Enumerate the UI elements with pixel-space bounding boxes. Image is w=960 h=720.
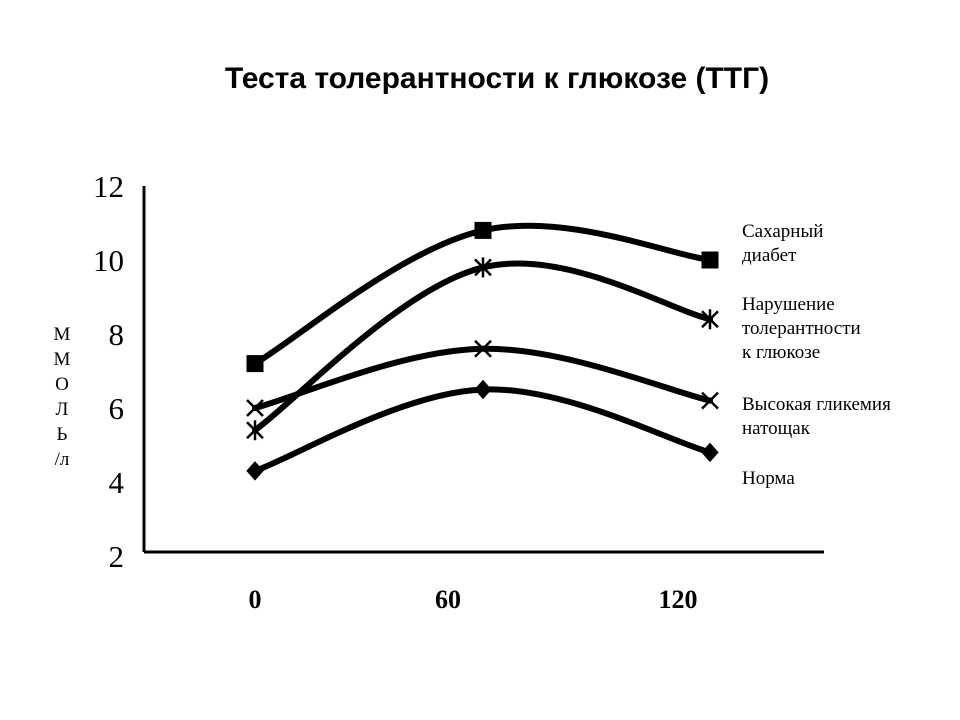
x-tick-label: 60: [435, 585, 461, 614]
legend-label: Нарушение: [742, 294, 835, 315]
y-tick-label: 12: [93, 169, 124, 204]
series-line-4: [252, 386, 713, 474]
legend-label: Норма: [742, 468, 795, 489]
data-point-diamond: [474, 379, 492, 400]
legend: Сахарный диабет Нарушение толерантности к гл…: [742, 221, 891, 489]
y-label-char: М: [54, 324, 71, 345]
data-point-square: [701, 251, 719, 269]
x-tick-labels: 0 60 120: [249, 585, 698, 614]
y-label-char: Л: [56, 399, 69, 420]
y-tick-label: 8: [109, 317, 125, 352]
x-tick-label: 120: [659, 585, 698, 614]
data-point-diamond: [246, 461, 264, 481]
y-tick-label: 2: [109, 539, 125, 574]
data-point-diamond: [701, 442, 719, 463]
y-tick-label: 4: [109, 465, 125, 500]
y-tick-label: 10: [93, 243, 124, 278]
data-point-x: [246, 399, 264, 417]
y-label-char: М: [54, 349, 71, 370]
legend-entry: Сахарный диабет: [742, 221, 823, 266]
legend-label: Сахарный: [742, 221, 823, 242]
data-point-square: [246, 355, 264, 373]
legend-label: натощак: [742, 418, 811, 439]
legend-entry: Норма: [742, 468, 795, 489]
legend-label: толерантности: [742, 318, 861, 339]
data-point-square: [474, 221, 492, 239]
legend-entry: Высокая гликемия натощак: [742, 394, 891, 439]
data-point-x: [701, 391, 719, 410]
series-lines: [246, 221, 719, 481]
y-tick-label: 6: [109, 391, 125, 426]
data-point-asterisk: [246, 420, 264, 441]
y-label-char: О: [55, 374, 69, 395]
legend-label: к глюкозе: [742, 342, 820, 363]
y-label-char: Ь: [57, 424, 68, 445]
y-label-char: /л: [55, 449, 70, 470]
series-line-3: [252, 345, 713, 411]
y-tick-labels: 2 4 6 8 10 12: [93, 169, 125, 574]
legend-label: Высокая гликемия: [742, 394, 891, 415]
x-tick-label: 0: [249, 585, 262, 614]
data-point-asterisk: [474, 257, 492, 278]
axes: [142, 186, 824, 554]
legend-label: диабет: [742, 245, 797, 266]
legend-entry: Нарушение толерантности к глюкозе: [742, 294, 861, 363]
data-point-asterisk: [701, 309, 719, 330]
chart-title: Теста толерантности к глюкозе (ТТГ): [225, 62, 769, 95]
data-point-x: [474, 339, 492, 358]
